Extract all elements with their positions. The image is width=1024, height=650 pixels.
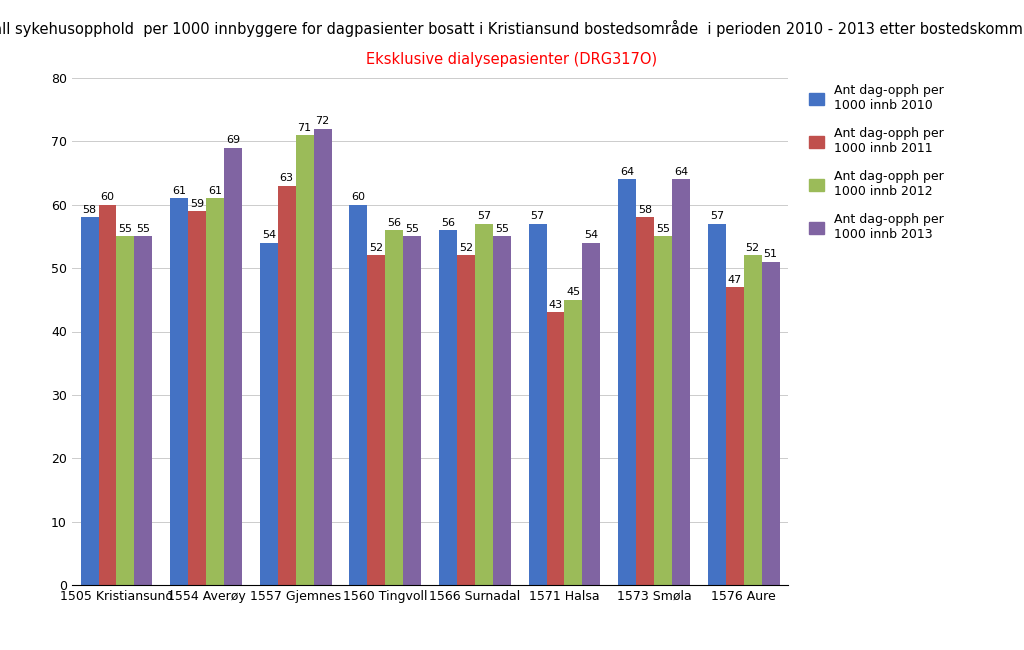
Bar [475, 224, 493, 585]
Text: 55: 55 [136, 224, 151, 234]
Text: Antall sykehusopphold  per 1000 innbyggere for dagpasienter bosatt i Kristiansun: Antall sykehusopphold per 1000 innbygger… [0, 20, 1024, 36]
Bar [636, 217, 654, 585]
Bar [547, 313, 564, 585]
Text: 52: 52 [745, 243, 760, 253]
Text: 57: 57 [710, 211, 724, 221]
Text: 61: 61 [172, 186, 186, 196]
Text: 55: 55 [406, 224, 419, 234]
Text: 54: 54 [262, 230, 275, 240]
Text: 55: 55 [495, 224, 509, 234]
Bar [672, 179, 690, 585]
Text: 64: 64 [674, 167, 688, 177]
Text: 69: 69 [226, 135, 240, 145]
Bar [654, 237, 672, 585]
Bar [385, 230, 403, 585]
Text: 71: 71 [298, 122, 311, 133]
Bar [313, 129, 332, 585]
Text: 72: 72 [315, 116, 330, 126]
Text: 56: 56 [441, 218, 455, 227]
Bar [170, 198, 188, 585]
Text: 59: 59 [190, 198, 204, 209]
Bar [278, 186, 296, 585]
Bar [98, 205, 117, 585]
Bar [81, 217, 98, 585]
Bar [349, 205, 368, 585]
Text: Eksklusive dialysepasienter (DRG317O): Eksklusive dialysepasienter (DRG317O) [367, 52, 657, 67]
Bar [368, 255, 385, 585]
Text: 43: 43 [549, 300, 562, 310]
Text: 54: 54 [585, 230, 598, 240]
Text: 64: 64 [621, 167, 634, 177]
Bar [583, 242, 600, 585]
Text: 61: 61 [208, 186, 222, 196]
Text: 45: 45 [566, 287, 581, 297]
Text: 57: 57 [477, 211, 490, 221]
Bar [457, 255, 475, 585]
Bar [726, 287, 743, 585]
Bar [117, 237, 134, 585]
Text: 58: 58 [638, 205, 652, 215]
Text: 56: 56 [387, 218, 401, 227]
Bar [134, 237, 153, 585]
Text: 52: 52 [459, 243, 473, 253]
Text: 55: 55 [656, 224, 670, 234]
Text: 58: 58 [83, 205, 96, 215]
Bar [296, 135, 313, 585]
Text: 57: 57 [530, 211, 545, 221]
Bar [708, 224, 726, 585]
Bar [762, 262, 779, 585]
Bar [206, 198, 224, 585]
Legend: Ant dag-opph per
1000 innb 2010, Ant dag-opph per
1000 innb 2011, Ant dag-opph p: Ant dag-opph per 1000 innb 2010, Ant dag… [809, 84, 944, 241]
Bar [403, 237, 421, 585]
Text: 51: 51 [764, 249, 777, 259]
Bar [528, 224, 547, 585]
Bar [618, 179, 636, 585]
Text: 63: 63 [280, 173, 294, 183]
Text: 60: 60 [351, 192, 366, 202]
Bar [564, 300, 583, 585]
Bar [260, 242, 278, 585]
Bar [224, 148, 242, 585]
Text: 47: 47 [728, 274, 741, 285]
Bar [439, 230, 457, 585]
Text: 55: 55 [119, 224, 132, 234]
Bar [743, 255, 762, 585]
Text: 60: 60 [100, 192, 115, 202]
Bar [493, 237, 511, 585]
Bar [188, 211, 206, 585]
Text: 52: 52 [370, 243, 383, 253]
